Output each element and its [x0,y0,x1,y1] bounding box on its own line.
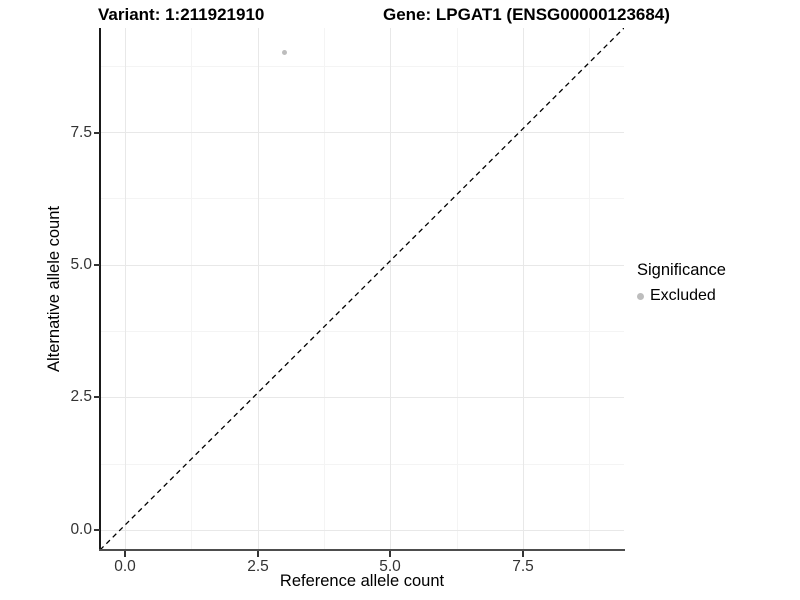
data-point-excluded [282,50,287,55]
y-tick-label: 2.5 [70,388,92,405]
gridline-minor-h [100,464,624,465]
legend: Significance Excluded [637,261,797,305]
x-tick-label: 7.5 [512,558,534,575]
gene-title: Gene: LPGAT1 (ENSG00000123684) [383,5,670,24]
y-tick-mark [94,529,100,531]
gridline-major-h [100,530,624,531]
gridline-major-h [100,265,624,266]
gridline-minor-h [100,198,624,199]
x-axis-line [99,549,625,551]
identity-line [100,28,624,550]
plot-panel [100,28,624,550]
gridline-major-h [100,397,624,398]
legend-title: Significance [637,261,726,279]
identity-line-path [100,28,624,550]
legend-point-swatch [637,292,644,300]
gridline-minor-h [100,66,624,67]
gridline-minor-v [457,28,458,550]
x-tick-mark [522,551,524,557]
x-tick-label: 2.5 [247,558,269,575]
gridline-minor-v [191,28,192,550]
x-tick-mark [389,551,391,557]
y-tick-label: 0.0 [70,521,92,538]
y-tick-mark [94,132,100,134]
x-tick-mark [124,551,126,557]
y-tick-mark [94,396,100,398]
x-tick-label: 5.0 [379,558,401,575]
gridline-minor-v [589,28,590,550]
x-axis-label: Reference allele count [279,572,445,590]
y-tick-label: 5.0 [70,256,92,273]
gridline-major-v [125,28,126,550]
gridline-minor-v [324,28,325,550]
legend-item-excluded: Excluded [637,287,797,305]
x-tick-mark [257,551,259,557]
gridline-major-h [100,132,624,133]
legend-item-label: Excluded [650,287,716,304]
y-tick-mark [94,264,100,266]
gridline-major-v [390,28,391,550]
gridline-major-v [258,28,259,550]
y-axis-label: Alternative allele count [45,206,63,373]
gridline-major-v [523,28,524,550]
variant-title: Variant: 1:211921910 [98,5,265,24]
y-tick-label: 7.5 [70,124,92,141]
x-tick-label: 0.0 [114,558,136,575]
gridline-minor-h [100,331,624,332]
y-axis-line [99,28,101,551]
